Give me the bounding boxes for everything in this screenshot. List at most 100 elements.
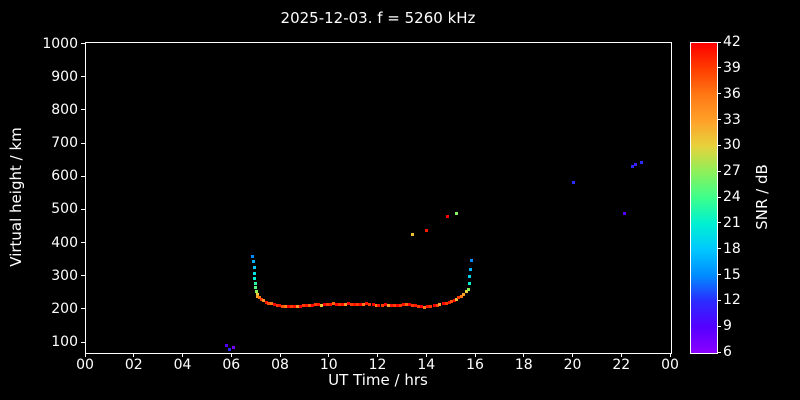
data-point bbox=[386, 303, 390, 307]
data-point bbox=[328, 302, 332, 306]
data-point bbox=[457, 296, 461, 300]
data-point bbox=[267, 301, 271, 305]
data-point bbox=[441, 302, 445, 306]
x-tick-label: 14 bbox=[417, 357, 436, 373]
colorbar-label: SNR / dB bbox=[753, 164, 771, 230]
x-tick-label: 06 bbox=[222, 357, 241, 373]
colorbar-tick-mark bbox=[717, 119, 721, 120]
x-tick-mark bbox=[182, 353, 183, 357]
data-point bbox=[398, 303, 402, 307]
y-tick-label: 700 bbox=[51, 135, 78, 152]
data-point bbox=[224, 344, 228, 348]
data-point bbox=[260, 298, 263, 302]
data-point bbox=[469, 258, 473, 262]
y-tick-mark bbox=[81, 242, 85, 244]
data-point bbox=[252, 271, 256, 275]
colorbar-tick-mark bbox=[717, 93, 721, 95]
x-tick-label: 02 bbox=[124, 357, 143, 373]
y-tick-mark bbox=[81, 208, 85, 210]
data-point bbox=[377, 304, 381, 308]
x-tick-mark bbox=[84, 353, 86, 357]
data-point bbox=[444, 301, 448, 305]
colorbar-tick-mark bbox=[717, 41, 721, 43]
x-tick-mark bbox=[377, 353, 378, 357]
data-point bbox=[420, 305, 424, 309]
data-point bbox=[338, 303, 341, 307]
data-point bbox=[450, 299, 454, 303]
x-tick-label: 10 bbox=[319, 357, 338, 373]
colorbar-tick-label: 12 bbox=[723, 292, 741, 309]
data-point bbox=[452, 298, 456, 302]
data-point bbox=[228, 348, 232, 352]
data-point bbox=[335, 303, 339, 307]
data-point bbox=[411, 303, 415, 307]
data-point bbox=[432, 304, 436, 308]
data-point bbox=[292, 305, 296, 309]
data-point bbox=[468, 275, 472, 279]
x-tick-label: 04 bbox=[173, 357, 192, 373]
data-point bbox=[272, 303, 276, 307]
x-tick-mark bbox=[620, 353, 622, 357]
data-point bbox=[466, 287, 470, 291]
x-tick-label: 08 bbox=[271, 357, 289, 373]
data-point bbox=[301, 304, 305, 308]
data-point bbox=[264, 300, 268, 304]
data-point bbox=[389, 304, 393, 308]
data-point bbox=[289, 305, 293, 309]
y-tick-label: 200 bbox=[51, 300, 78, 317]
data-point bbox=[317, 303, 321, 307]
colorbar-tick-label: 42 bbox=[723, 34, 741, 50]
data-point bbox=[467, 281, 471, 285]
data-point bbox=[459, 294, 463, 298]
data-point bbox=[299, 304, 302, 308]
data-point bbox=[359, 303, 363, 307]
data-point bbox=[311, 303, 315, 307]
data-point bbox=[462, 292, 466, 296]
x-axis-label: UT Time / hrs bbox=[328, 371, 428, 389]
data-point bbox=[446, 214, 450, 218]
colorbar-tick-label: 15 bbox=[723, 266, 741, 283]
data-point bbox=[253, 281, 257, 285]
colorbar-tick-mark bbox=[717, 67, 721, 69]
data-point bbox=[414, 304, 418, 308]
data-point bbox=[257, 296, 261, 300]
data-point bbox=[368, 303, 372, 307]
colorbar-tick-label: 18 bbox=[723, 240, 741, 257]
y-tick-label: 600 bbox=[51, 168, 78, 185]
data-point bbox=[314, 303, 318, 307]
x-tick-label: 00 bbox=[76, 357, 94, 373]
data-point bbox=[252, 265, 256, 269]
colorbar-tick-label: 39 bbox=[723, 59, 741, 76]
colorbar-tick-label: 33 bbox=[723, 111, 741, 128]
colorbar-tick-label: 6 bbox=[723, 344, 732, 360]
colorbar-tick-mark bbox=[717, 299, 721, 301]
y-tick-mark bbox=[81, 175, 85, 177]
x-tick-mark bbox=[572, 353, 573, 357]
colorbar-tick-mark bbox=[717, 248, 721, 250]
data-point bbox=[401, 303, 405, 307]
data-point bbox=[283, 305, 287, 309]
data-point bbox=[630, 164, 634, 168]
colorbar bbox=[690, 42, 718, 354]
x-tick-mark bbox=[230, 353, 232, 357]
data-point bbox=[356, 303, 360, 307]
data-point bbox=[319, 303, 323, 307]
data-point bbox=[251, 260, 255, 264]
data-point bbox=[253, 276, 257, 280]
data-point bbox=[308, 304, 312, 308]
data-point bbox=[269, 302, 273, 306]
colorbar-tick-mark bbox=[717, 222, 721, 224]
data-point bbox=[623, 212, 627, 216]
y-tick-label: 100 bbox=[51, 334, 78, 351]
data-point bbox=[275, 303, 279, 307]
data-point bbox=[350, 302, 354, 306]
x-tick-label: 22 bbox=[612, 357, 631, 373]
x-tick-label: 18 bbox=[514, 357, 533, 373]
data-point bbox=[424, 229, 428, 233]
y-tick-label: 500 bbox=[51, 201, 78, 218]
data-point bbox=[455, 211, 458, 215]
x-tick-mark bbox=[133, 353, 135, 357]
data-point bbox=[447, 300, 451, 304]
data-point bbox=[380, 303, 384, 307]
x-tick-label: 00 bbox=[661, 357, 679, 373]
